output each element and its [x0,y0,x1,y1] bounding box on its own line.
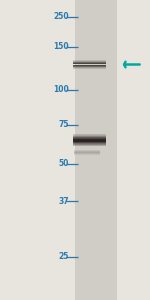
Text: 100: 100 [53,85,69,94]
Bar [73,135,106,136]
Bar [73,61,106,62]
Text: 50: 50 [59,159,69,168]
Bar [75,0,117,300]
Text: 250: 250 [53,12,69,21]
Bar [73,62,106,63]
Bar [73,143,106,144]
Bar [73,68,106,69]
Text: 25: 25 [59,252,69,261]
Bar [73,65,106,66]
Bar [73,60,106,61]
Bar [73,136,106,137]
Bar [73,64,106,65]
Bar [73,138,106,139]
Bar [73,142,106,143]
Bar [73,134,106,135]
Bar [73,63,106,64]
Bar [73,67,106,68]
Text: 75: 75 [58,120,69,129]
Bar [73,140,106,141]
Bar [73,139,106,140]
Bar [73,137,106,138]
Bar [73,66,106,67]
Bar [73,141,106,142]
Bar [73,145,106,146]
Text: 37: 37 [58,196,69,206]
Text: 150: 150 [53,42,69,51]
Bar [73,144,106,145]
